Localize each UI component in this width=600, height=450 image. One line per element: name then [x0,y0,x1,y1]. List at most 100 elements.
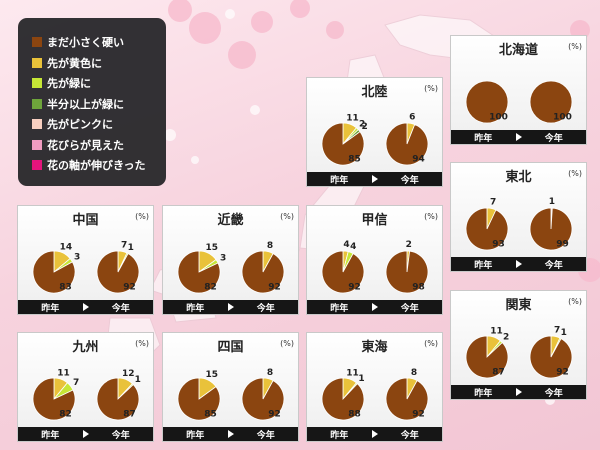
pie-slice [465,207,509,251]
prev-year-label: 昨年 [474,260,493,271]
unit-label: (%) [280,212,294,221]
legend-swatch [32,119,42,130]
pie: 121 87 [96,369,141,421]
unit-label: (%) [135,339,149,348]
year-bar: 昨年 今年 [163,427,298,441]
pie: 6 94 [385,112,429,166]
year-bar: 昨年 今年 [18,300,153,314]
unit-label: (%) [280,339,294,348]
region-title: 四国 [217,340,244,355]
curr-year-label: 今年 [544,260,563,271]
pie-pair: 100 100 [465,80,573,124]
pie-slice [529,207,573,251]
pie-slice [177,250,221,294]
pie-slice [385,122,429,166]
slice-value-label: 15 [205,243,218,253]
pie-slice [385,250,429,294]
slice-value-label: 11 [57,369,70,379]
slice-value-label: 12 [122,369,135,379]
slice-value-label: 93 [492,240,505,250]
arrow-right-icon [371,303,378,311]
slice-value-label: 11 [346,114,359,124]
region-panel-koshin: 4 4 92 2 98 甲信 (%) 昨年 今年 [306,205,443,315]
arrow-right-icon [227,303,234,311]
year-bar: 昨年 今年 [307,300,442,314]
pie-slice [241,377,285,421]
legend-item-half-green: 半分以上が緑に [32,94,166,115]
slice-value-label: 94 [412,155,425,165]
slice-value-label: 7 [554,326,560,336]
legend-swatch [32,37,42,48]
legend-label: 花びらが見えた [47,138,124,152]
curr-year-label: 今年 [256,430,275,441]
unit-label: (%) [424,339,438,348]
prev-year-label: 昨年 [330,430,349,441]
curr-year-label: 今年 [111,303,130,314]
slice-value-label: 3 [74,252,80,262]
arrow-right-icon [371,430,378,438]
legend-label: 半分以上が緑に [47,97,124,111]
pie-pair: 112 87 7 1 92 [465,326,573,379]
region-panel-hokuriku: 11 2 2 85 6 94 北陸 (%) 昨年 今年 [306,77,443,187]
slice-value-label: 3 [220,254,226,264]
slice-value-label: 11 [346,369,359,379]
unit-label: (%) [424,84,438,93]
region-title: 中国 [72,213,99,228]
pie-slice [529,80,573,124]
pie-pair: 7 93 1 99 [465,197,573,251]
arrow-right-icon [515,388,522,396]
region-title: 九州 [72,340,99,355]
slice-value-label: 92 [412,410,425,420]
slice-value-label: 98 [412,283,425,293]
pie: 8 92 [241,368,285,421]
legend-item-petals-visible: 花びらが見えた [32,135,166,156]
legend-item-tip-pink: 先がピンクに [32,114,166,135]
slice-value-label: 4 [343,240,349,250]
curr-year-label: 今年 [400,175,419,186]
region-panel-kinki: 15 3 82 8 92 近畿 (%) 昨年 今年 [162,205,299,315]
prev-year-label: 昨年 [41,430,60,441]
year-bar: 昨年 今年 [163,300,298,314]
arrow-right-icon [82,303,89,311]
pie: 117 82 [32,369,79,421]
pie: 153 82 [177,243,226,294]
pie: 7 93 [465,198,509,251]
slice-value-label: 8 [411,368,417,378]
pie-slice [241,250,285,294]
pie-slice [321,250,365,294]
pie: 100 [465,80,509,124]
legend-label: 先が緑に [47,77,91,91]
slice-value-label: 4 [350,242,356,252]
year-bar: 昨年 今年 [18,427,153,441]
arrow-right-icon [371,175,378,183]
region-panel-tohoku: 7 93 1 99 東北 (%) 昨年 今年 [450,162,587,272]
pie: 1 99 [529,197,573,251]
pie-slice [385,377,429,421]
slice-value-label: 6 [409,112,415,122]
legend-item-stem-extended: 花の軸が伸びきった [32,155,166,176]
region-title: 東北 [505,170,532,185]
pie-slice [177,377,221,421]
region-title: 甲信 [361,213,388,228]
arrow-right-icon [515,260,522,268]
slice-value-label: 87 [123,410,136,420]
unit-label: (%) [135,212,149,221]
slice-value-label: 92 [556,368,569,378]
prev-year-label: 昨年 [330,303,349,314]
pie-slice [32,250,76,294]
curr-year-label: 今年 [544,133,563,144]
slice-value-label: 1 [561,328,567,338]
pie-slice [96,250,140,294]
pie-pair: 4 4 92 2 98 [321,240,429,294]
pie-slice [321,377,365,421]
region-title: 東海 [361,340,388,355]
unit-label: (%) [568,169,582,178]
slice-value-label: 1 [135,375,141,385]
pie-pair: 143 83 7 1 92 [32,241,140,294]
slice-value-label: 87 [492,368,505,378]
slice-value-label: 83 [59,283,72,293]
region-panel-kyushu: 11 7 82 12 1 87 九州 (%) 昨年 今年 [17,332,154,442]
legend-swatch [32,78,42,89]
